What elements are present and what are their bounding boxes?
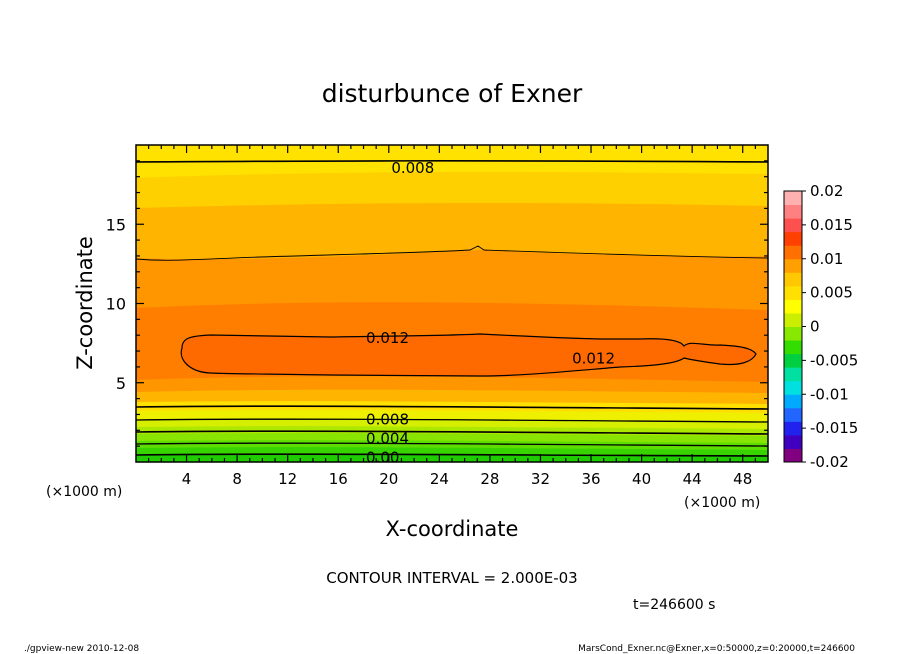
colorbar-swatch [784, 340, 802, 355]
colorbar-swatch [784, 285, 802, 300]
colorbar-swatch [784, 272, 802, 287]
chart-title: disturbunce of Exner [322, 79, 583, 108]
y-tick-label: 5 [116, 374, 126, 393]
contour-line-0.002 [136, 442, 768, 447]
y-tick-label: 10 [106, 295, 126, 314]
contour-label: 0.012 [572, 349, 615, 367]
colorbar-swatch [784, 231, 802, 246]
x-axis-label: X-coordinate [386, 517, 519, 541]
colorbar-tick-label: -0.02 [810, 453, 849, 471]
x-tick-label: 36 [581, 470, 600, 488]
x-tick-labels: 4 8 12 16 20 24 28 32 36 40 44 48 [182, 470, 752, 488]
x-tick-label: 16 [329, 470, 348, 488]
contour-line-0.008 [136, 405, 768, 410]
filled-contours [136, 145, 768, 462]
x-tick-label: 24 [430, 470, 449, 488]
contour-label: 0.00 [366, 448, 399, 466]
contour-line-0.006 [136, 418, 768, 423]
colorbar-tick-label: 0 [810, 318, 820, 336]
colorbar-swatch [784, 394, 802, 409]
colorbar-swatch [784, 245, 802, 260]
contour-label: 0.004 [366, 429, 409, 447]
colorbar-swatch [784, 218, 802, 233]
colorbar-tick-label: 0.01 [810, 250, 843, 268]
band-0.013-blob [180, 333, 757, 377]
colorbar-tick-label: 0.005 [810, 284, 853, 302]
colorbar [784, 191, 802, 463]
colorbar-swatch [784, 367, 802, 382]
contour-line-upper-008 [136, 160, 768, 163]
colorbar-tick-label: 0.015 [810, 216, 853, 234]
colorbar-swatch [784, 407, 802, 422]
colorbar-swatch [784, 380, 802, 395]
colorbar-labels: 0.02 0.015 0.01 0.005 0 -0.005 -0.01 -0.015 -0.0… [802, 182, 858, 471]
y-tick-labels: 5 10 15 [106, 215, 126, 393]
x-tick-label: 12 [278, 470, 297, 488]
contour-line-0.000 [136, 453, 768, 457]
colorbar-swatch [784, 191, 802, 206]
contour-lines [136, 160, 768, 457]
x-tick-label: 8 [232, 470, 242, 488]
colorbar-swatch [784, 258, 802, 273]
x-tick-label: 20 [379, 470, 398, 488]
footer-left: ./gpview-new 2010-12-08 [24, 644, 139, 654]
time-label: t=246600 s [633, 597, 715, 613]
y-tick-label: 15 [106, 215, 126, 234]
x-tick-label: 32 [531, 470, 550, 488]
colorbar-swatch [784, 434, 802, 449]
colorbar-swatch [784, 353, 802, 368]
contour-label: 0.008 [391, 159, 434, 177]
contour-label: 0.008 [366, 410, 409, 428]
contour-line-upper-010 [136, 245, 768, 261]
colorbar-swatch [784, 312, 802, 327]
colorbar-swatch [784, 204, 802, 219]
colorbar-swatch [784, 299, 802, 314]
colorbar-tick-label: 0.02 [810, 182, 843, 200]
colorbar-tick-label: -0.015 [810, 419, 858, 437]
footer-right: MarsCond_Exner.nc@Exner,x=0:50000,z=0:20… [578, 644, 855, 654]
x-unit-right: (×1000 m) [684, 495, 760, 511]
contour-interval: CONTOUR INTERVAL = 2.000E-03 [326, 569, 577, 587]
x-tick-label: 40 [632, 470, 651, 488]
colorbar-swatch [784, 326, 802, 341]
colorbar-tick-label: -0.01 [810, 385, 849, 403]
y-axis-label: Z-coordinate [73, 236, 97, 370]
contour-line-0.004 [136, 430, 768, 435]
colorbar-swatch [784, 421, 802, 436]
x-tick-label: 4 [182, 470, 192, 488]
axis-ticks [136, 145, 768, 462]
contour-label: 0.012 [366, 329, 409, 347]
colorbar-swatch [784, 448, 802, 463]
x-tick-label: 28 [480, 470, 499, 488]
x-tick-label: 44 [683, 470, 702, 488]
x-tick-label: 48 [733, 470, 752, 488]
colorbar-tick-label: -0.005 [810, 351, 858, 369]
x-unit-left: (×1000 m) [46, 484, 122, 500]
